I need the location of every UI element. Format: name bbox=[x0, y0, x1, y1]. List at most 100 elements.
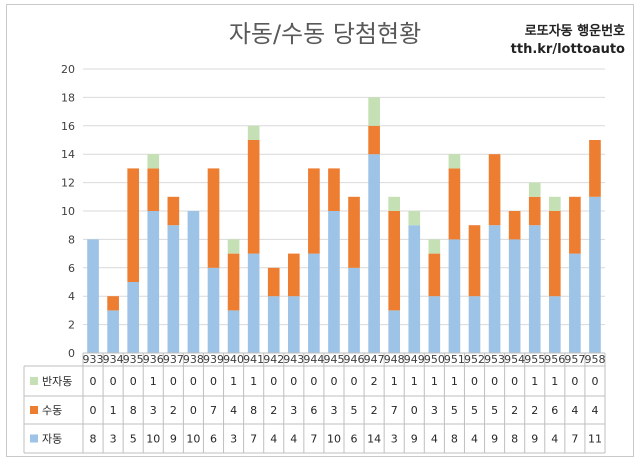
bar-957-자동 bbox=[569, 253, 581, 353]
x-category-label: 948 bbox=[384, 353, 405, 366]
table-cell-반자동: 1 bbox=[551, 375, 558, 388]
bar-952-수동 bbox=[468, 225, 481, 297]
bar-948-반자동 bbox=[388, 196, 401, 211]
bar-941-수동 bbox=[247, 140, 260, 254]
chart-title: 자동/수동 당첨현황 bbox=[229, 20, 421, 48]
x-category-label: 946 bbox=[344, 353, 365, 366]
grid-lines bbox=[83, 68, 605, 354]
x-category-label: 949 bbox=[404, 353, 425, 366]
bar-939-자동 bbox=[207, 267, 220, 353]
bar-936-반자동 bbox=[147, 154, 160, 169]
table-cell-수동: 6 bbox=[551, 404, 558, 417]
table-cell-자동: 7 bbox=[571, 433, 578, 446]
table-cell-반자동: 1 bbox=[250, 375, 257, 388]
bar-949-반자동 bbox=[408, 211, 421, 226]
table-cell-자동: 3 bbox=[110, 433, 117, 446]
x-category-label: 956 bbox=[544, 353, 565, 366]
legend-label-수동: 수동 bbox=[42, 404, 62, 417]
bar-956-자동 bbox=[548, 296, 561, 353]
table-cell-수동: 1 bbox=[110, 404, 117, 417]
table-cell-수동: 5 bbox=[491, 404, 498, 417]
bar-943-수동 bbox=[287, 253, 300, 297]
bar-945-자동 bbox=[328, 211, 340, 353]
x-category-label: 939 bbox=[203, 353, 224, 366]
bar-935-수동 bbox=[127, 168, 140, 282]
legend-label-반자동: 반자동 bbox=[42, 375, 72, 388]
bar-953-수동 bbox=[488, 154, 501, 226]
x-category-label: 945 bbox=[323, 353, 344, 366]
bar-937-수동 bbox=[167, 196, 180, 226]
bar-940-수동 bbox=[227, 253, 240, 311]
table-cell-반자동: 0 bbox=[351, 375, 358, 388]
bar-958-수동 bbox=[589, 140, 601, 197]
x-category-label: 953 bbox=[484, 353, 505, 366]
y-tick-label: 20 bbox=[61, 63, 75, 76]
bar-950-자동 bbox=[428, 296, 441, 353]
table-cell-반자동: 1 bbox=[150, 375, 157, 388]
table-cell-수동: 4 bbox=[591, 404, 598, 417]
bar-943-자동 bbox=[287, 296, 300, 353]
table-cell-반자동: 1 bbox=[411, 375, 418, 388]
y-tick-label: 12 bbox=[61, 177, 75, 190]
bar-953-자동 bbox=[488, 225, 501, 353]
table-cell-자동: 8 bbox=[451, 433, 458, 446]
bar-941-반자동 bbox=[247, 125, 260, 140]
table-cell-자동: 7 bbox=[310, 433, 317, 446]
bar-954-수동 bbox=[508, 211, 521, 240]
table-cell-반자동: 0 bbox=[130, 375, 137, 388]
bar-958-자동 bbox=[589, 196, 601, 353]
table-cell-반자동: 1 bbox=[230, 375, 237, 388]
bar-956-수동 bbox=[548, 211, 561, 297]
y-tick-label: 14 bbox=[61, 148, 75, 161]
bar-933-자동 bbox=[87, 239, 99, 353]
brand-url: tth.kr/lottoauto bbox=[511, 42, 625, 57]
x-category-label: 941 bbox=[243, 353, 264, 366]
table-cell-자동: 6 bbox=[210, 433, 217, 446]
table-cell-수동: 0 bbox=[90, 404, 97, 417]
bar-937-자동 bbox=[167, 225, 180, 353]
table-cell-수동: 8 bbox=[250, 404, 257, 417]
bar-936-자동 bbox=[147, 211, 160, 353]
table-cell-자동: 11 bbox=[588, 433, 602, 446]
table-cell-자동: 3 bbox=[391, 433, 398, 446]
table-cell-수동: 3 bbox=[290, 404, 297, 417]
table-cell-수동: 7 bbox=[210, 404, 217, 417]
x-category-label: 936 bbox=[143, 353, 164, 366]
bar-942-수동 bbox=[267, 267, 280, 297]
x-category-label: 944 bbox=[303, 353, 324, 366]
y-axis-ticks: 0 2 4 6 8 10 12 14 16 18 20 bbox=[61, 63, 75, 360]
table-cell-자동: 10 bbox=[327, 433, 341, 446]
x-category-label: 947 bbox=[364, 353, 385, 366]
table-cell-반자동: 0 bbox=[290, 375, 297, 388]
y-tick-label: 8 bbox=[68, 233, 75, 246]
x-category-label: 955 bbox=[524, 353, 545, 366]
table-cell-반자동: 1 bbox=[451, 375, 458, 388]
bar-948-자동 bbox=[388, 310, 401, 353]
bar-941-자동 bbox=[247, 253, 260, 353]
table-cell-자동: 10 bbox=[186, 433, 200, 446]
table-cell-수동: 2 bbox=[170, 404, 177, 417]
bar-948-수동 bbox=[388, 211, 401, 311]
table-cell-자동: 10 bbox=[146, 433, 160, 446]
table-cell-반자동: 0 bbox=[491, 375, 498, 388]
data-table: 933 934 935 936 937 938 939 940 941 942 943 944 945 9… bbox=[23, 352, 606, 454]
y-tick-label: 0 bbox=[68, 347, 75, 360]
bar-957-수동 bbox=[569, 196, 581, 254]
table-cell-반자동: 0 bbox=[90, 375, 97, 388]
table-cell-수동: 4 bbox=[230, 404, 237, 417]
table-cell-자동: 4 bbox=[270, 433, 277, 446]
y-tick-label: 2 bbox=[68, 319, 75, 332]
table-cell-반자동: 0 bbox=[310, 375, 317, 388]
table-cell-수동: 5 bbox=[471, 404, 478, 417]
bar-947-자동 bbox=[368, 154, 380, 353]
bar-940-자동 bbox=[227, 310, 240, 353]
table-cell-수동: 8 bbox=[130, 404, 137, 417]
bar-950-수동 bbox=[428, 253, 441, 297]
x-category-label: 938 bbox=[183, 353, 204, 366]
table-cell-자동: 9 bbox=[411, 433, 418, 446]
bar-955-반자동 bbox=[528, 182, 541, 197]
y-tick-label: 4 bbox=[68, 290, 75, 303]
table-cell-자동: 8 bbox=[90, 433, 97, 446]
table-cell-반자동: 0 bbox=[471, 375, 478, 388]
